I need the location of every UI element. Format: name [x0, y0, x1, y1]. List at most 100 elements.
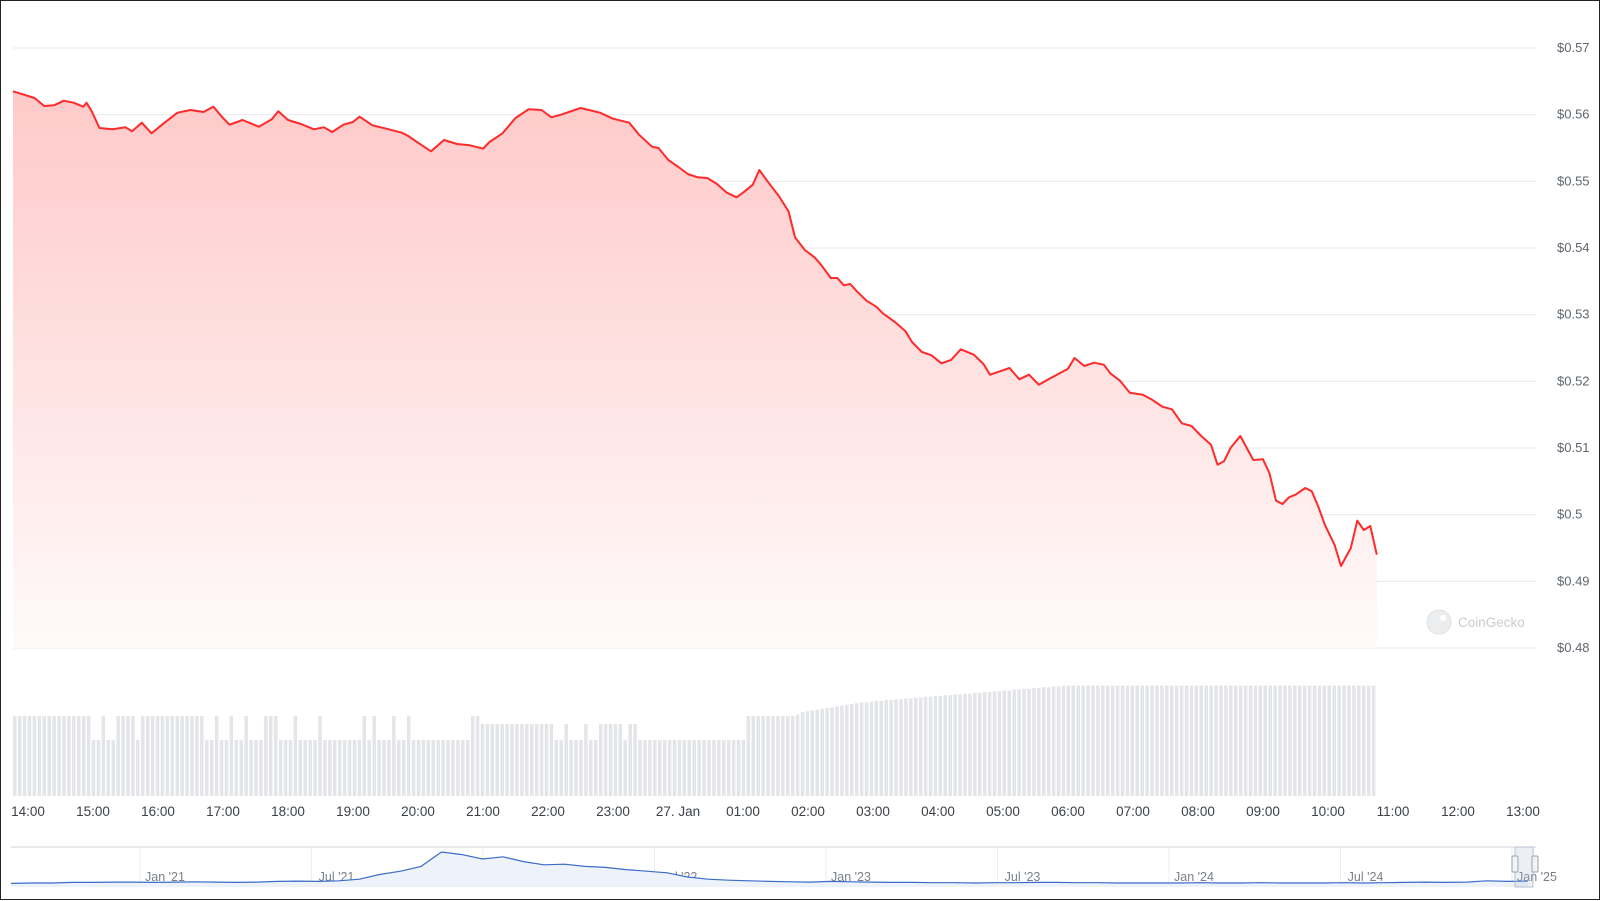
volume-bar: [333, 740, 337, 796]
volume-bar: [889, 700, 893, 796]
volume-bar: [579, 740, 583, 796]
y-tick-label: $0.53: [1557, 307, 1590, 322]
volume-bar: [1091, 685, 1095, 796]
volume-bar: [1283, 685, 1287, 796]
volume-bar: [667, 740, 672, 796]
volume-bar: [91, 740, 96, 796]
volume-bar: [205, 740, 209, 796]
volume-bar: [22, 716, 27, 796]
navigator-handle-left[interactable]: [1511, 855, 1519, 873]
volume-bar: [62, 716, 66, 796]
volume-bar: [1096, 685, 1100, 796]
volume-bar: [1081, 685, 1085, 796]
volume-bar: [712, 740, 716, 796]
volume-bar: [1155, 685, 1159, 796]
volume-bar: [13, 716, 17, 796]
gecko-icon: [1426, 609, 1452, 635]
x-tick-label: 06:00: [1051, 804, 1085, 819]
volume-bar: [815, 709, 820, 796]
volume-bar: [835, 706, 839, 796]
volume-bar: [421, 740, 426, 796]
volume-bar: [1288, 685, 1292, 796]
volume-bar: [997, 691, 1002, 796]
volume-bar: [1066, 685, 1071, 796]
volume-bar: [1297, 685, 1302, 796]
volume-bar: [1032, 688, 1036, 796]
price-area: [12, 90, 1378, 649]
volume-bar: [1209, 685, 1213, 796]
volume-bar: [608, 724, 613, 796]
volume-bar: [131, 716, 135, 796]
volume-bar: [249, 740, 253, 796]
volume-bar: [584, 724, 588, 796]
volume-bar: [318, 716, 322, 796]
volume-bar: [1258, 685, 1263, 796]
x-tick-label: 27. Jan: [656, 804, 700, 819]
volume-bars: [13, 685, 1376, 796]
volume-bar: [559, 740, 563, 796]
volume-bar: [923, 696, 928, 796]
volume-bar: [909, 698, 913, 796]
volume-bar: [933, 696, 938, 796]
volume-bar: [859, 702, 864, 796]
volume-bar: [273, 716, 278, 796]
volume-bar: [756, 716, 760, 796]
volume-bar: [372, 716, 376, 796]
volume-bar: [894, 699, 898, 796]
volume-bar: [451, 740, 455, 796]
volume-bar: [825, 708, 829, 796]
volume-bar: [195, 716, 199, 796]
volume-bar: [234, 740, 239, 796]
volume-bar: [977, 692, 982, 796]
volume-bar: [52, 716, 56, 796]
volume-bar: [293, 716, 298, 796]
navigator-handle-right[interactable]: [1531, 855, 1539, 873]
volume-bar: [308, 740, 312, 796]
volume-bar: [1352, 685, 1356, 796]
volume-bar: [239, 740, 243, 796]
volume-bar: [106, 740, 111, 796]
volume-bar: [180, 716, 184, 796]
volume-bar: [269, 716, 273, 796]
volume-bar: [1135, 685, 1140, 796]
volume-bar: [790, 716, 795, 796]
volume-bar: [254, 740, 258, 796]
volume-bar: [864, 702, 869, 796]
volume-bar: [150, 716, 155, 796]
x-tick-label: 12:00: [1441, 804, 1475, 819]
volume-bar: [968, 693, 972, 796]
volume-bar: [323, 740, 327, 796]
volume-bar: [1169, 685, 1174, 796]
volume-bar: [1327, 685, 1332, 796]
y-tick-label: $0.52: [1557, 373, 1590, 388]
x-tick-label: 21:00: [466, 804, 500, 819]
volume-bar: [766, 716, 770, 796]
volume-bar: [1263, 685, 1268, 796]
navigator-label: Jul '23: [1005, 870, 1041, 884]
volume-bar: [717, 740, 721, 796]
volume-bar: [475, 716, 480, 796]
volume-bar: [32, 716, 37, 796]
volume-bar: [1278, 685, 1282, 796]
x-tick-label: 02:00: [791, 804, 825, 819]
volume-bar: [303, 740, 307, 796]
x-tick-label: 01:00: [726, 804, 760, 819]
volume-bar: [520, 724, 524, 796]
volume-bar: [1361, 685, 1366, 796]
volume-bar: [436, 740, 440, 796]
volume-bar: [1110, 685, 1115, 796]
volume-bar: [800, 712, 805, 796]
volume-bar: [1165, 685, 1169, 796]
volume-bar: [1041, 687, 1046, 796]
volume-bar: [1145, 685, 1149, 796]
y-tick-label: $0.56: [1557, 107, 1590, 122]
volume-bar: [992, 691, 997, 796]
volume-bar: [185, 716, 189, 796]
y-tick-label: $0.57: [1557, 40, 1590, 55]
volume-bar: [214, 716, 219, 796]
volume-bar: [662, 740, 667, 796]
volume-bar: [190, 716, 194, 796]
volume-bar: [687, 740, 692, 796]
volume-bar: [953, 694, 957, 796]
